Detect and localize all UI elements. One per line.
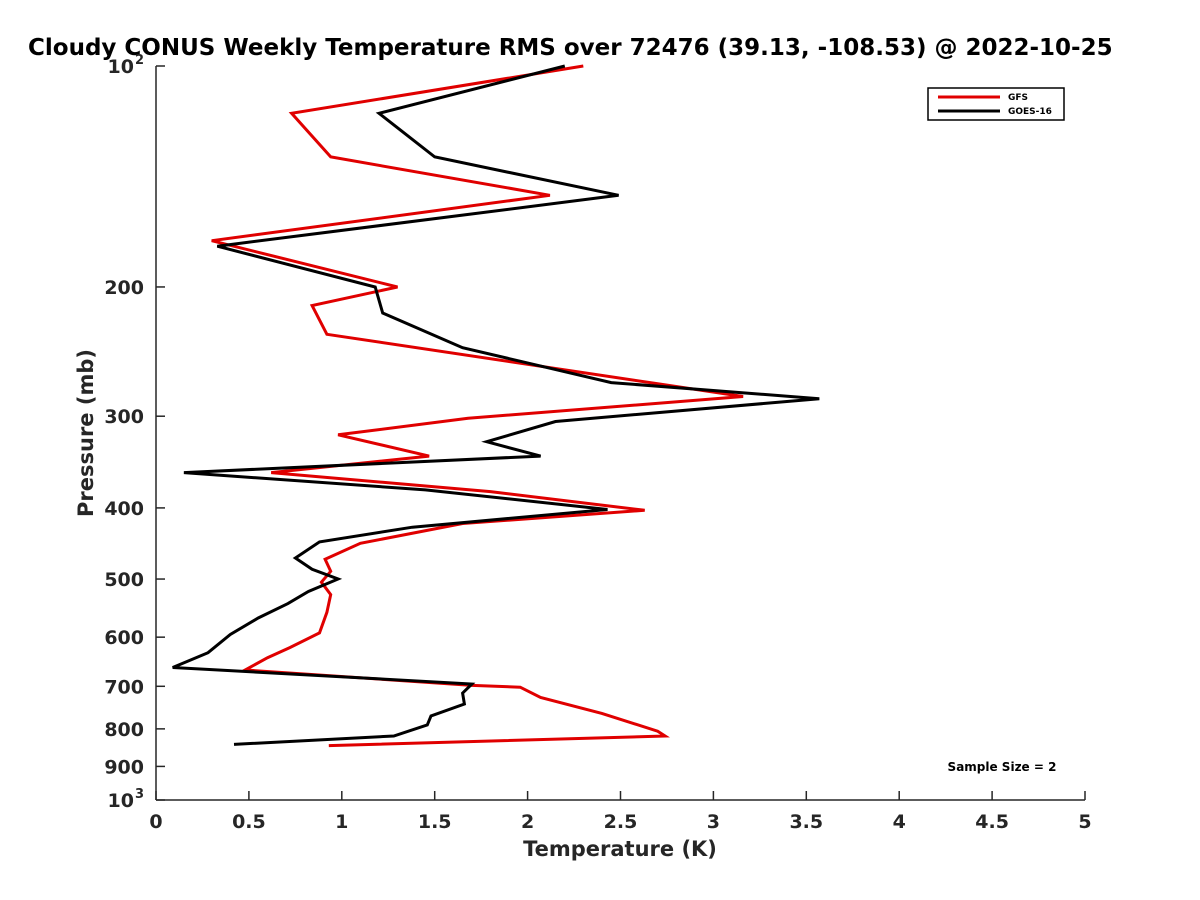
y-tick-label: 700: [104, 676, 144, 698]
legend-label: GFS: [1008, 93, 1028, 103]
sample-size-annotation: Sample Size = 2: [948, 760, 1057, 774]
legend-box: [927, 87, 1065, 121]
y-tick-label: 300: [104, 406, 144, 428]
x-tick-label: 3.5: [789, 811, 823, 833]
plot-area: 0 0.5 1 1.5 2 2.5 3 3.5 4 4.5 510 22003004005006007…: [104, 53, 1091, 833]
y-tick-label: 400: [104, 498, 144, 520]
series-line-gfs: [211, 64, 744, 748]
x-tick-label: 4.5: [975, 811, 1009, 833]
x-tick-label: 1.5: [418, 811, 452, 833]
y-tick-label: 500: [104, 569, 144, 591]
x-tick-label: 5: [1078, 811, 1091, 833]
y-tick-label: 800: [104, 719, 144, 741]
x-axis-label: Temperature (K): [523, 837, 717, 861]
legend: GFS GOES-16: [927, 87, 1065, 121]
x-tick-label: 0: [149, 811, 162, 833]
y-tick-label: 900: [104, 756, 144, 778]
y-tick-exponent: 3: [135, 787, 144, 802]
y-axis-label: Pressure (mb): [74, 349, 98, 517]
y-tick-label: 10: [108, 56, 134, 78]
x-tick-label: 0.5: [232, 811, 266, 833]
series-line-goes-16: [172, 64, 820, 746]
chart-title: Cloudy CONUS Weekly Temperature RMS over…: [28, 35, 1113, 61]
y-tick-label: 10: [108, 790, 134, 812]
x-tick-label: 2: [521, 811, 534, 833]
x-tick-label: 2.5: [604, 811, 638, 833]
y-tick-label: 200: [104, 277, 144, 299]
x-tick-label: 1: [335, 811, 348, 833]
x-tick-label: 4: [893, 811, 906, 833]
legend-label: GOES-16: [1008, 107, 1052, 117]
x-tick-label: 3: [707, 811, 720, 833]
y-tick-exponent: 2: [135, 53, 144, 68]
y-tick-label: 600: [104, 627, 144, 649]
